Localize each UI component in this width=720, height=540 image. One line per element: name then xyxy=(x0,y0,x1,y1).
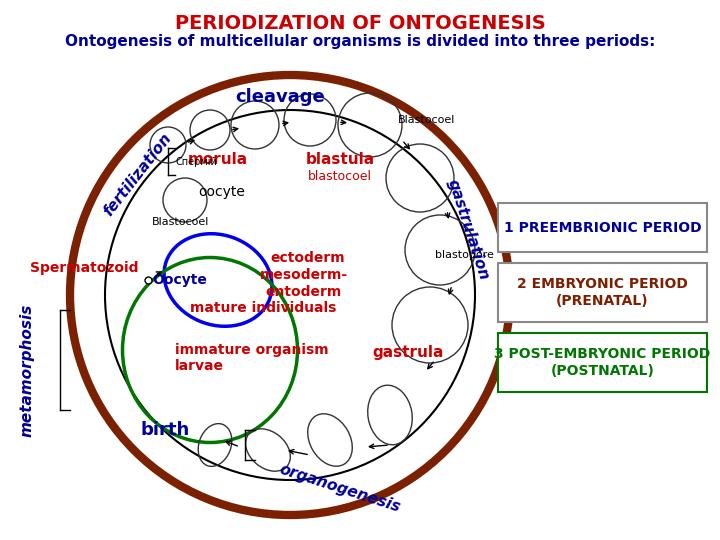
FancyBboxPatch shape xyxy=(498,333,707,392)
Text: 1 PREEMBRIONIC PERIOD: 1 PREEMBRIONIC PERIOD xyxy=(504,220,701,234)
Text: blastula: blastula xyxy=(305,152,374,167)
Text: 3 POST-EMBRYONIC PERIOD
(POSTNATAL): 3 POST-EMBRYONIC PERIOD (POSTNATAL) xyxy=(495,347,711,377)
Text: cleavage: cleavage xyxy=(235,88,325,106)
Text: organogenesis: organogenesis xyxy=(277,461,402,515)
Text: immature organism
larvae: immature organism larvae xyxy=(175,343,328,373)
Text: Ontogenesis of multicellular organisms is divided into three periods:: Ontogenesis of multicellular organisms i… xyxy=(65,34,655,49)
FancyBboxPatch shape xyxy=(498,203,707,252)
Text: Oocyte: Oocyte xyxy=(152,273,207,287)
Text: gastrula: gastrula xyxy=(372,345,444,360)
Text: birth: birth xyxy=(140,421,189,439)
Text: gastrulation: gastrulation xyxy=(445,178,491,282)
Text: Blastocoel: Blastocoel xyxy=(398,115,455,125)
Text: metamorphosis: metamorphosis xyxy=(19,303,35,437)
Text: ectoderm: ectoderm xyxy=(271,251,345,265)
Text: entoderm: entoderm xyxy=(266,285,342,299)
Text: Blastocoel: Blastocoel xyxy=(152,217,210,227)
Text: morula: morula xyxy=(188,152,248,167)
Text: blastopore: blastopore xyxy=(435,250,494,260)
Text: PERIODIZATION OF ONTOGENESIS: PERIODIZATION OF ONTOGENESIS xyxy=(175,14,545,33)
Text: mature individuals: mature individuals xyxy=(190,301,336,315)
FancyBboxPatch shape xyxy=(498,263,707,322)
Text: Spermatozoid: Spermatozoid xyxy=(30,261,138,275)
Text: oocyte: oocyte xyxy=(198,185,245,199)
Text: Спермій: Спермій xyxy=(175,157,217,167)
Text: fertilization: fertilization xyxy=(101,131,175,219)
Text: blastocoel: blastocoel xyxy=(308,170,372,183)
Text: mesoderm-: mesoderm- xyxy=(260,268,348,282)
Text: 2 EMBRYONIC PERIOD
(PRENATAL): 2 EMBRYONIC PERIOD (PRENATAL) xyxy=(517,278,688,308)
